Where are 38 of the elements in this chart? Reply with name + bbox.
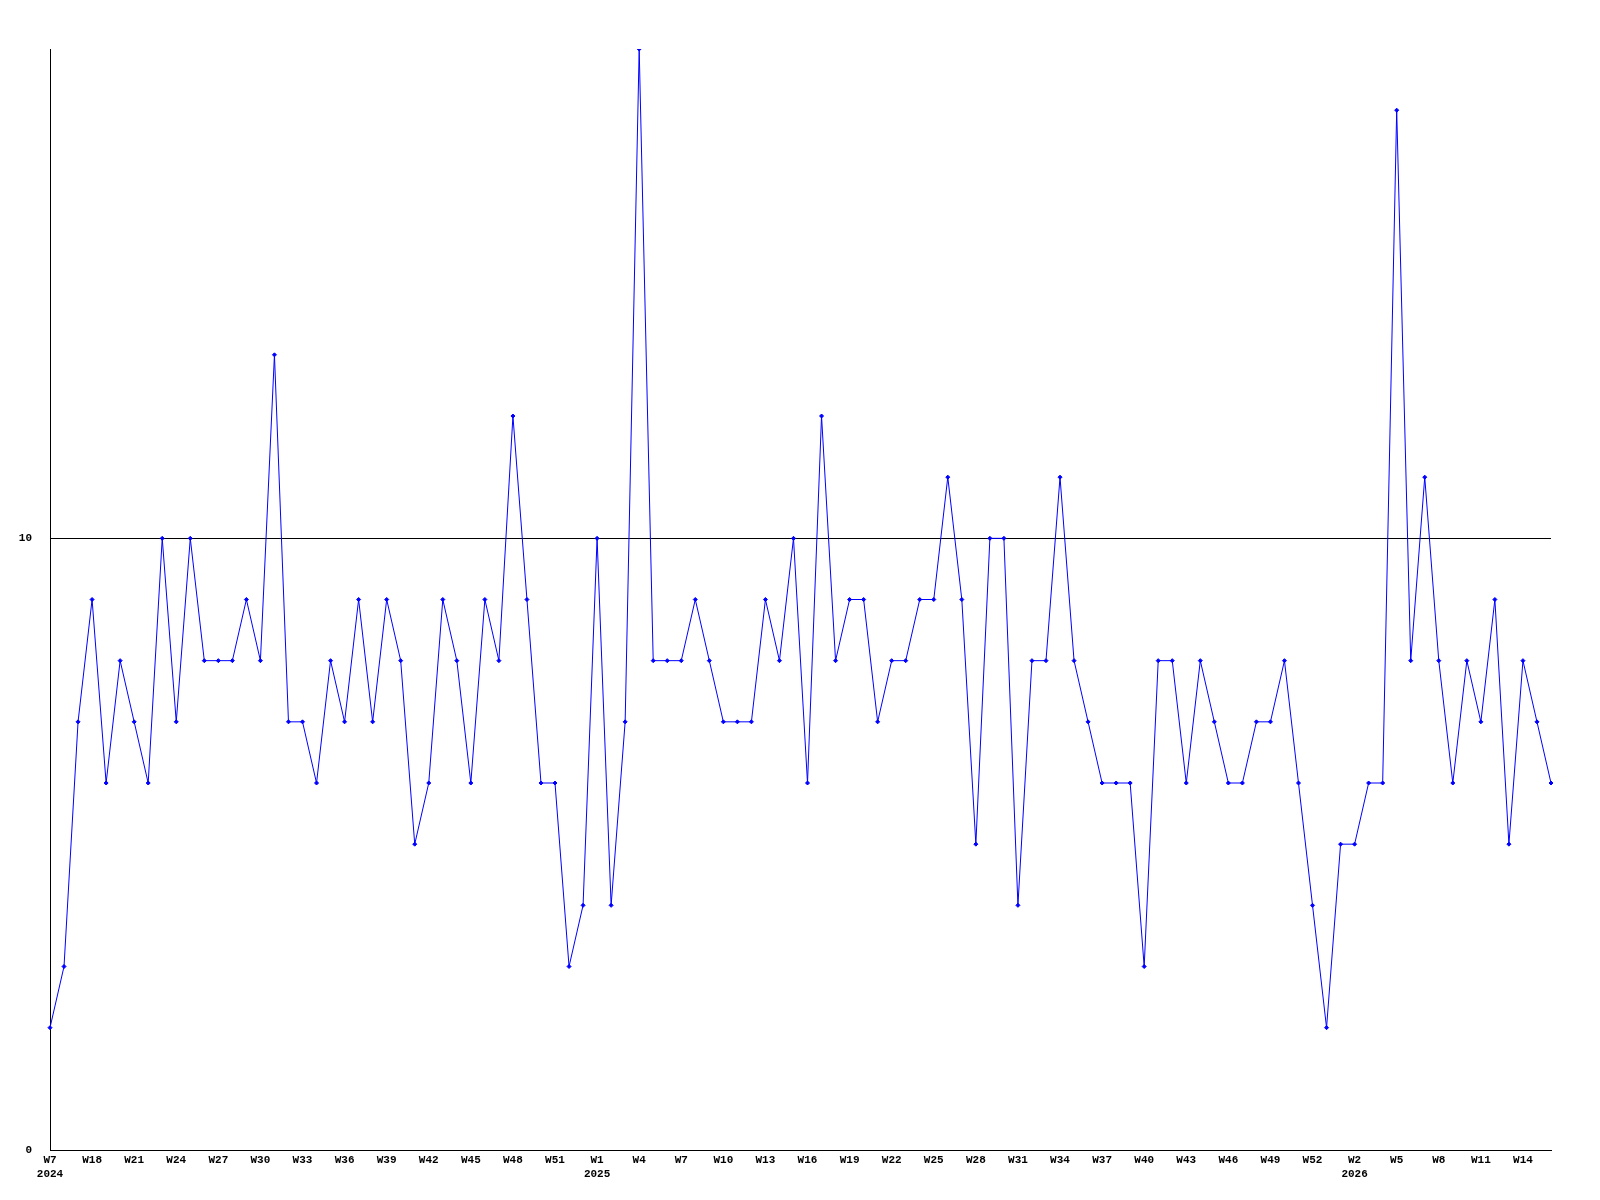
x-tick-label: W5 <box>1390 1154 1404 1167</box>
x-tick-label: W1 2025 <box>583 1154 611 1180</box>
y-tick-label: 10 <box>18 532 32 545</box>
x-tick-label: W34 <box>1050 1154 1071 1167</box>
x-tick-label: W31 <box>1008 1154 1029 1167</box>
x-tick-label: W33 <box>292 1154 313 1167</box>
x-tick-label: W24 <box>166 1154 187 1167</box>
x-tick-label: W51 <box>545 1154 566 1167</box>
x-tick-label: W25 <box>923 1154 945 1167</box>
x-tick-label: W43 <box>1176 1154 1197 1167</box>
x-tick-label: W48 <box>503 1154 524 1167</box>
x-tick-label: W2 2026 <box>1341 1154 1368 1180</box>
x-tick-label: W18 <box>82 1154 103 1167</box>
x-tick-label: W22 <box>881 1154 902 1167</box>
x-tick-label: W4 <box>632 1154 647 1167</box>
x-tick-label: W8 <box>1432 1154 1446 1167</box>
x-tick-label: W13 <box>755 1154 776 1167</box>
x-tick-label: W45 <box>460 1154 482 1167</box>
x-tick-label: W16 <box>797 1154 818 1167</box>
x-tick-label: W11 <box>1470 1154 1492 1167</box>
x-tick-label: W40 <box>1134 1154 1155 1167</box>
x-tick-label: W39 <box>376 1154 397 1167</box>
x-tick-label: W37 <box>1092 1154 1113 1167</box>
x-tick-label: W28 <box>965 1154 987 1167</box>
x-tick-label: W7 2024 <box>36 1154 64 1180</box>
x-tick-label: W19 <box>839 1154 860 1167</box>
x-tick-label: W49 <box>1260 1154 1281 1167</box>
x-tick-label: W36 <box>334 1154 355 1167</box>
y-tick-label: 0 <box>25 1143 32 1156</box>
x-tick-label: W42 <box>418 1154 439 1167</box>
x-tick-label: W30 <box>250 1154 271 1167</box>
x-tick-label: W7 <box>674 1154 688 1167</box>
x-tick-label: W14 <box>1513 1154 1534 1167</box>
x-tick-label: W10 <box>713 1154 734 1167</box>
x-tick-label: W27 <box>208 1154 229 1167</box>
x-tick-label: W52 <box>1302 1154 1323 1167</box>
x-tick-label: W46 <box>1218 1154 1239 1167</box>
x-tick-label: W21 <box>124 1154 145 1167</box>
